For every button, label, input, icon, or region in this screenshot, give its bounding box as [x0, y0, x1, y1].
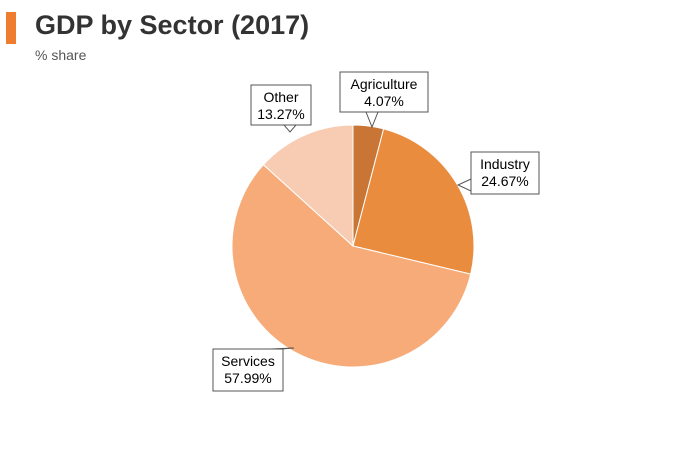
- callout-pointer: [365, 111, 379, 129]
- callout-box: [339, 71, 429, 113]
- pie-slice-industry: [352, 128, 475, 275]
- slice-label-value: 13.27%: [257, 106, 304, 122]
- pie-slice-services: [231, 163, 472, 368]
- callout-pointer: [282, 124, 298, 133]
- slice-label-value: 57.99%: [224, 370, 271, 386]
- title-accent-bar: [6, 12, 16, 44]
- slice-label-value: 24.67%: [481, 173, 528, 189]
- callout-box: [470, 151, 540, 195]
- slice-label-name: Other: [263, 89, 298, 105]
- chart-title: GDP by Sector (2017): [35, 10, 310, 40]
- slice-label-value: 4.07%: [364, 93, 404, 109]
- slice-label-name: Agriculture: [351, 76, 418, 92]
- callout-box: [212, 348, 284, 392]
- slice-label-name: Industry: [480, 156, 530, 172]
- pie-slices: [231, 124, 475, 368]
- chart-subtitle: % share: [35, 47, 87, 63]
- callout-box: [250, 84, 312, 126]
- slice-label-name: Services: [221, 353, 275, 369]
- pie-slice-other: [262, 124, 354, 248]
